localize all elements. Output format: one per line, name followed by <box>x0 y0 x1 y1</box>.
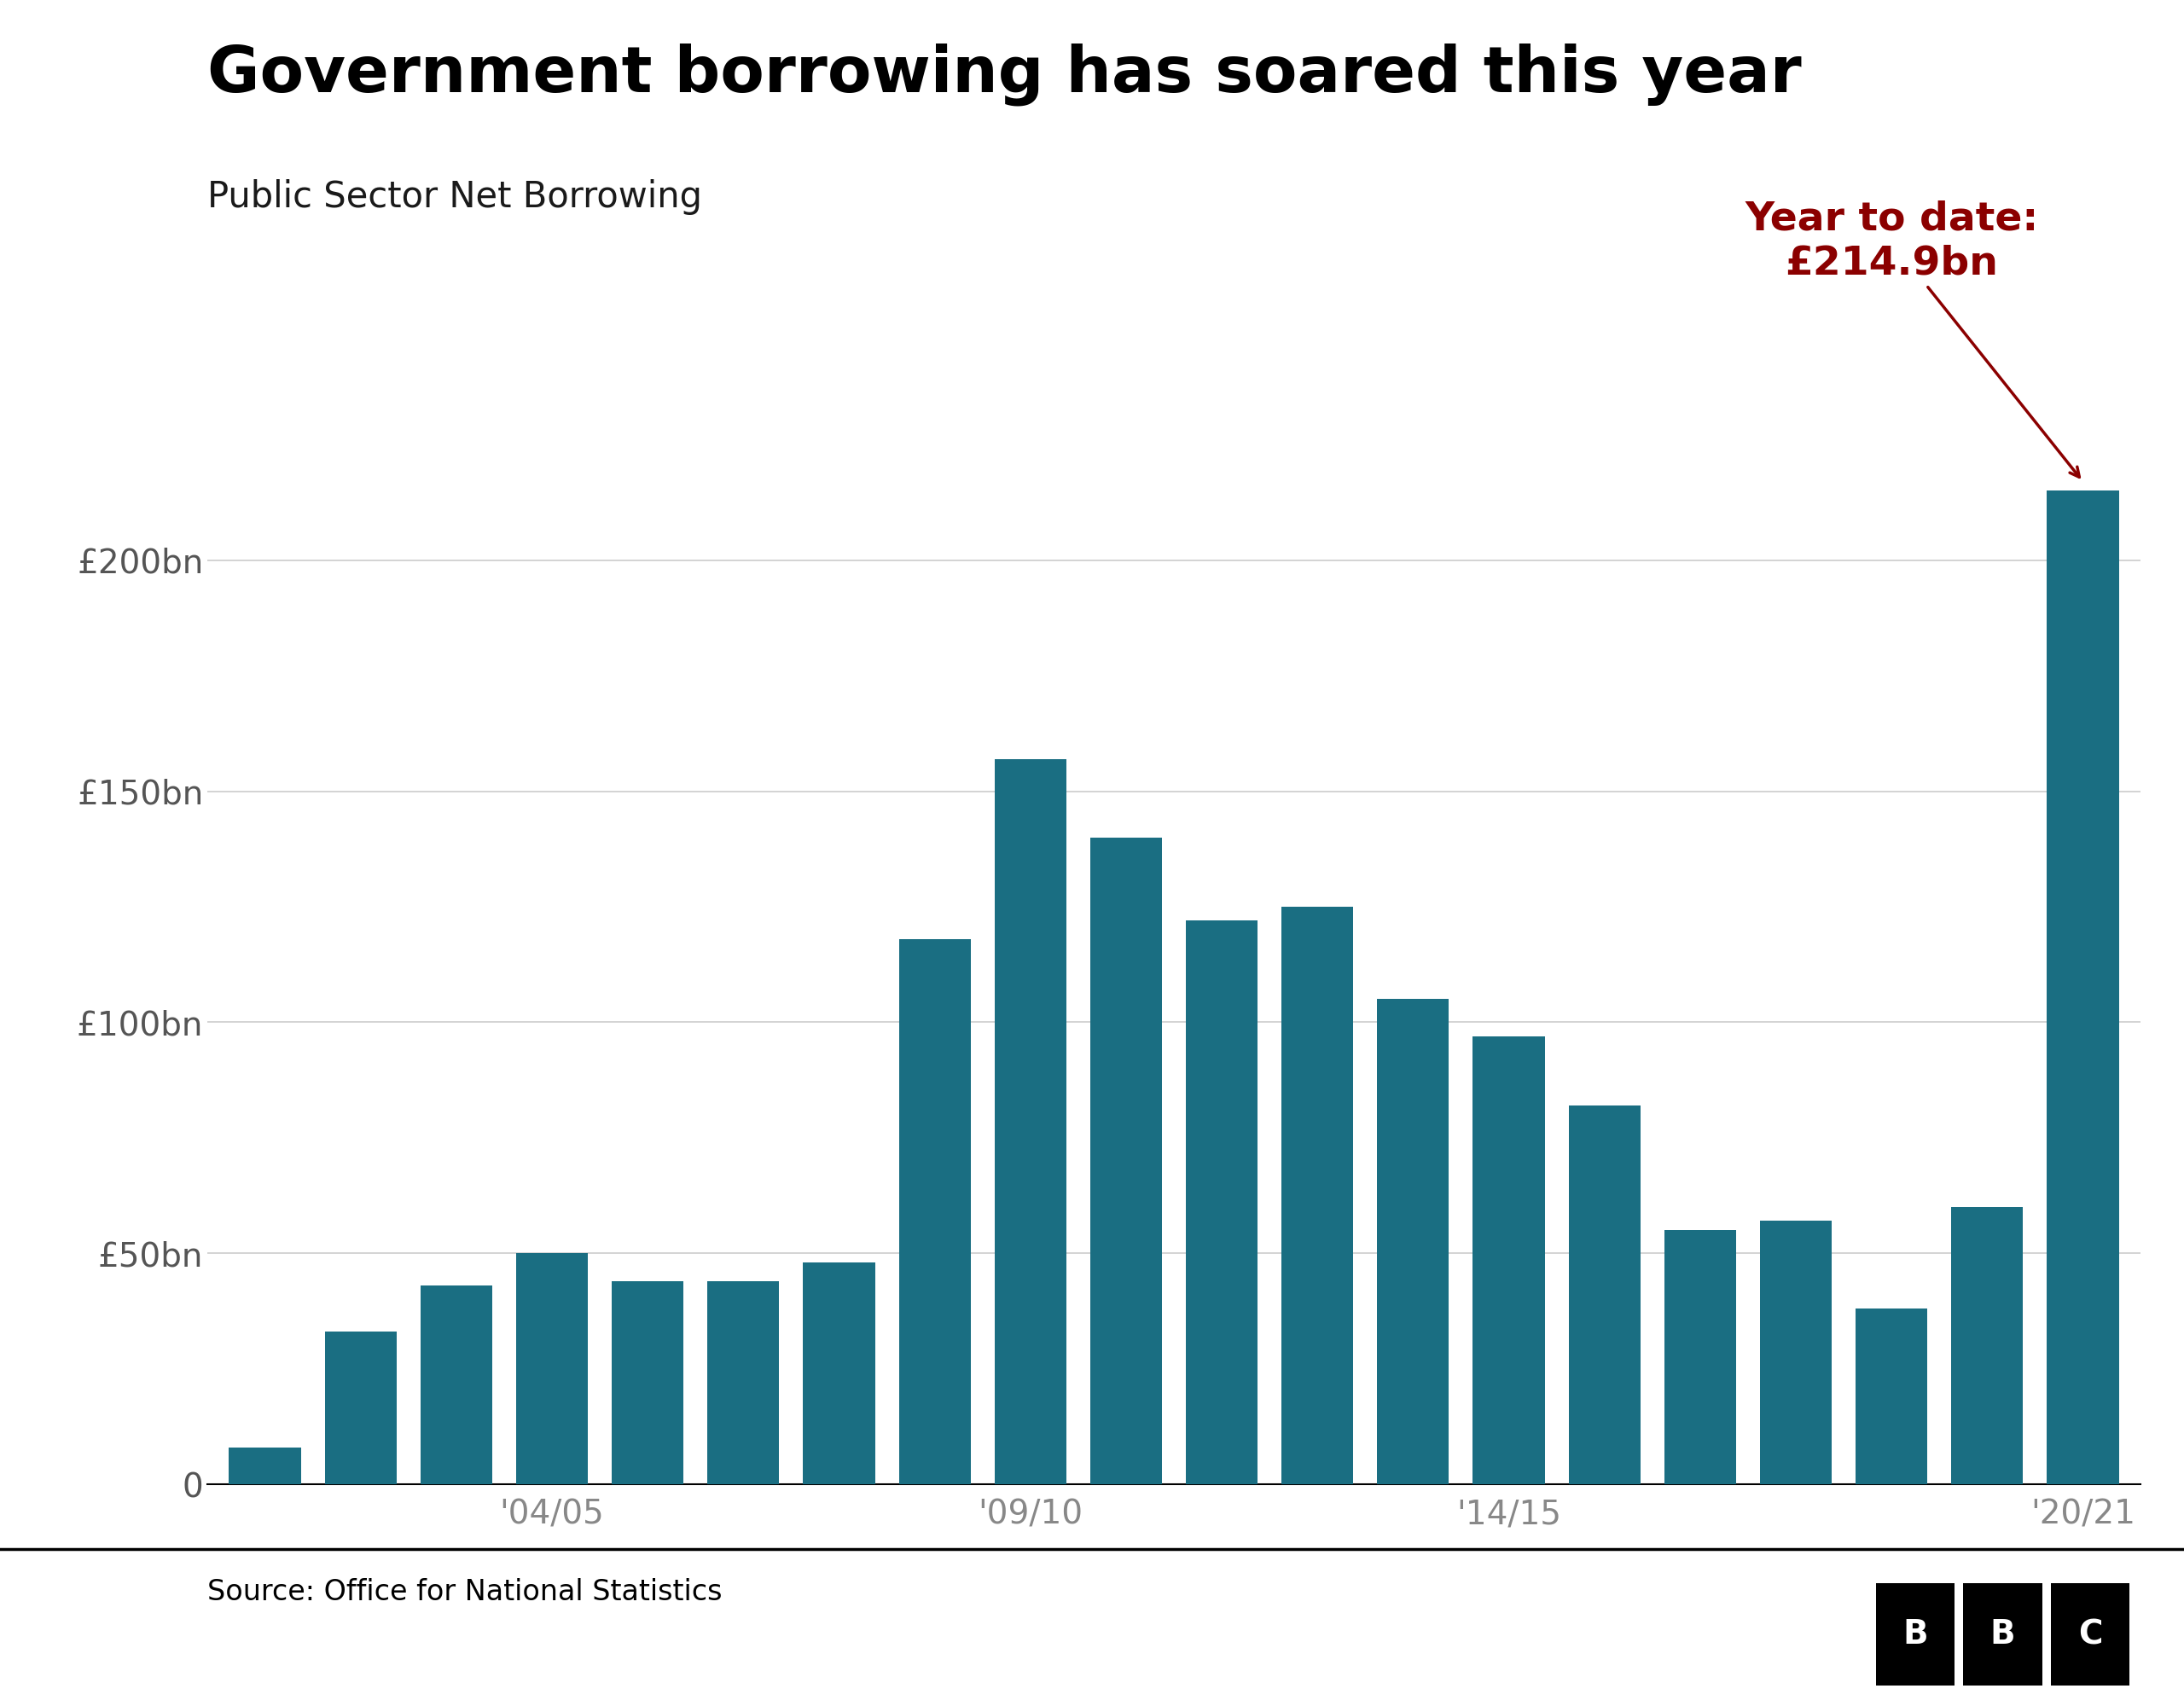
Bar <box>325 1332 397 1484</box>
Bar <box>1568 1105 1640 1484</box>
Bar <box>994 759 1066 1484</box>
Text: Year to date:
£214.9bn: Year to date: £214.9bn <box>1745 200 2079 478</box>
Bar <box>1664 1230 1736 1484</box>
Bar <box>1282 906 1354 1484</box>
Bar <box>804 1262 876 1484</box>
Bar <box>1090 838 1162 1484</box>
Bar <box>1950 1208 2022 1484</box>
Bar <box>1760 1221 1832 1484</box>
Bar <box>515 1254 587 1484</box>
Text: Source: Office for National Statistics: Source: Office for National Statistics <box>207 1578 723 1607</box>
Text: C: C <box>2077 1617 2103 1651</box>
Bar <box>1378 1000 1448 1484</box>
Bar <box>1856 1309 1928 1484</box>
Text: B: B <box>1990 1617 2016 1651</box>
Bar <box>229 1447 301 1484</box>
Bar <box>419 1286 491 1484</box>
Text: B: B <box>1902 1617 1928 1651</box>
Bar <box>900 938 970 1484</box>
Bar <box>1186 921 1258 1484</box>
Bar <box>1472 1036 1544 1484</box>
Bar <box>708 1281 780 1484</box>
Bar <box>612 1281 684 1484</box>
Bar <box>2046 491 2118 1484</box>
Text: Public Sector Net Borrowing: Public Sector Net Borrowing <box>207 179 703 215</box>
Text: Government borrowing has soared this year: Government borrowing has soared this yea… <box>207 43 1802 106</box>
